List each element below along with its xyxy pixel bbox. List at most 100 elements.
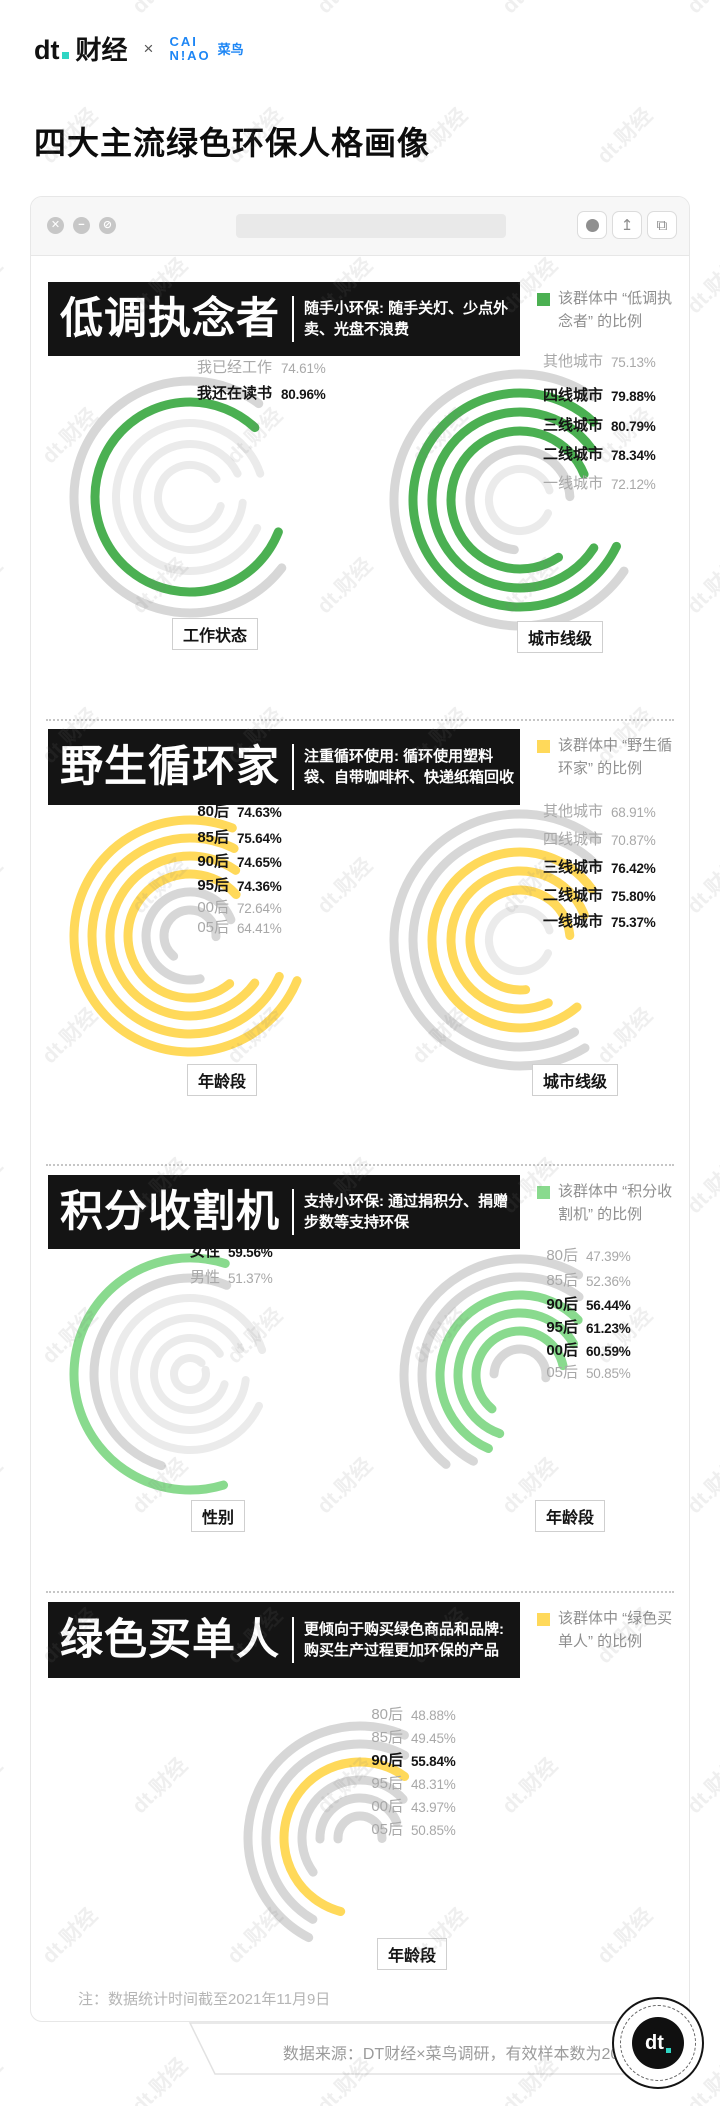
dt-logo-letters: dt [34, 35, 60, 65]
chart-ring [89, 1273, 291, 1475]
chart-ring [315, 1793, 405, 1883]
chart-row-value: 56.44% [586, 1298, 631, 1313]
chart-row-label: 一线城市 [542, 913, 603, 930]
chart-row-value: 74.61% [281, 361, 326, 376]
section-description: 随手小环保: 随手关灯、少点外卖、光盘不浪费 [304, 299, 509, 338]
chart-ring [399, 1254, 641, 1496]
axis-label: 城市线级 [531, 1064, 619, 1096]
chart-ring [435, 1290, 605, 1460]
chart-ring [465, 885, 575, 995]
radial-chart [399, 1254, 641, 1496]
chart-ring [133, 440, 247, 554]
chart-row-label: 05后 [371, 1821, 403, 1838]
chart-row-label: 二线城市 [542, 887, 603, 904]
dt-badge: dt [612, 1997, 704, 2089]
page-title: 四大主流绿色环保人格画像 [34, 125, 431, 161]
chart-row-label: 95后 [546, 1319, 578, 1336]
chart-ring [123, 869, 257, 1003]
chart-ring [69, 815, 311, 1057]
chart-row-value: 48.88% [411, 1708, 456, 1723]
radial-chart [69, 815, 311, 1057]
chart-row-value: 51.37% [228, 1271, 273, 1286]
chart-row-label: 二线城市 [542, 446, 603, 463]
chart-ring [453, 1308, 587, 1442]
chart-ring [297, 1775, 423, 1901]
chart-ring [110, 1294, 270, 1454]
chart-row-value: 60.59% [586, 1344, 631, 1359]
chart-ring [489, 1344, 551, 1406]
chart-ring [446, 426, 594, 574]
chart-row-value: 47.39% [586, 1249, 631, 1264]
legend-swatch [537, 1613, 550, 1626]
chart-row-value: 74.36% [237, 879, 282, 894]
section-description: 支持小环保: 通过捐积分、捐赠步数等支持环保 [304, 1192, 509, 1231]
section-header: 低调执念者 随手小环保: 随手关灯、少点外卖、光盘不浪费 [48, 282, 520, 356]
section-divider [46, 1591, 674, 1593]
axis-label: 性别 [190, 1500, 246, 1532]
chart-ring [485, 465, 555, 535]
chart-ring [417, 1272, 623, 1478]
chart-ring [170, 1354, 210, 1394]
section-title-divider [292, 1617, 294, 1663]
section-legend: 该群体中 “野生循环家” 的比例 [537, 735, 687, 780]
legend-swatch [537, 1186, 550, 1199]
chart-ring [389, 809, 651, 1071]
chart-row-label: 80后 [371, 1706, 403, 1723]
chart-row-value: 48.31% [411, 1777, 456, 1792]
section-title-divider [292, 1189, 294, 1235]
chart-row-label: 我已经工作 [196, 359, 272, 376]
radial-chart [243, 1721, 477, 1955]
radial-chart [69, 376, 311, 618]
chart-row-label: 四线城市 [542, 831, 603, 848]
dt-badge-logo: dt [632, 2017, 684, 2069]
chart-row-value: 72.64% [237, 901, 282, 916]
chart-row-label: 三线城市 [542, 859, 603, 876]
data-source: 数据来源：DT财经×菜鸟调研，有效样本数为2001 [282, 2046, 638, 2063]
section-header: 绿色买单人 更倾向于购买绿色商品和品牌: 购买生产过程更加环保的产品 [48, 1602, 520, 1678]
legend-label: 该群体中 “积分收割机” 的比例 [558, 1183, 673, 1223]
chart-ring [465, 445, 575, 555]
dt-finance-logo: dt 财经 [34, 30, 128, 67]
chart-row-label: 90后 [371, 1752, 403, 1769]
chart-row-label: 85后 [371, 1729, 403, 1746]
record-button[interactable] [577, 211, 607, 239]
radial-chart [389, 369, 651, 631]
chart-ring [154, 461, 226, 533]
section-description: 注重循环使用: 循环使用塑料袋、自带咖啡杯、快递纸箱回收 [304, 747, 515, 786]
chart-row-label: 00后 [546, 1342, 578, 1359]
chart-row-label: 女性 [189, 1243, 220, 1260]
toolbar-actions: ↥ ⧉ [577, 211, 677, 239]
chart-row-value: 61.23% [586, 1321, 631, 1336]
share-button[interactable]: ↥ [612, 211, 642, 239]
chart-row-value: 76.42% [611, 861, 656, 876]
address-bar[interactable] [236, 214, 506, 238]
minimize-icon[interactable]: − [73, 217, 90, 234]
chart-ring [485, 905, 555, 975]
cainiao-logo: CAI N!AO 菜鸟 [169, 35, 243, 62]
chart-row-label: 85后 [546, 1272, 578, 1289]
dt-logo-dot-icon [62, 52, 70, 59]
axis-label: 城市线级 [516, 621, 604, 653]
chart-row-label: 其他城市 [542, 803, 603, 820]
chart-row-value: 50.85% [411, 1823, 456, 1838]
chart-ring [261, 1739, 459, 1937]
dt-logo-name: 财经 [75, 35, 128, 65]
chart-row-label: 85后 [197, 829, 229, 846]
block-icon[interactable]: ⊘ [99, 217, 116, 234]
chart-ring [150, 1334, 230, 1414]
tabs-button[interactable]: ⧉ [647, 211, 677, 239]
chart-ring [408, 388, 632, 612]
chart-ring [105, 851, 275, 1021]
chart-row-label: 四线城市 [542, 387, 603, 404]
chart-row-value: 70.87% [611, 833, 656, 848]
chart-row-value: 55.84% [411, 1754, 456, 1769]
axis-label: 年龄段 [534, 1500, 606, 1532]
chart-ring [159, 905, 221, 967]
cainiao-logo-line1: CAI [169, 33, 198, 49]
chart-ring [471, 1326, 569, 1424]
section-header: 积分收割机 支持小环保: 通过捐积分、捐赠步数等支持环保 [48, 1175, 520, 1249]
chart-row-value: 74.63% [237, 805, 282, 820]
close-icon[interactable]: ✕ [47, 217, 64, 234]
chart-ring [90, 397, 290, 597]
